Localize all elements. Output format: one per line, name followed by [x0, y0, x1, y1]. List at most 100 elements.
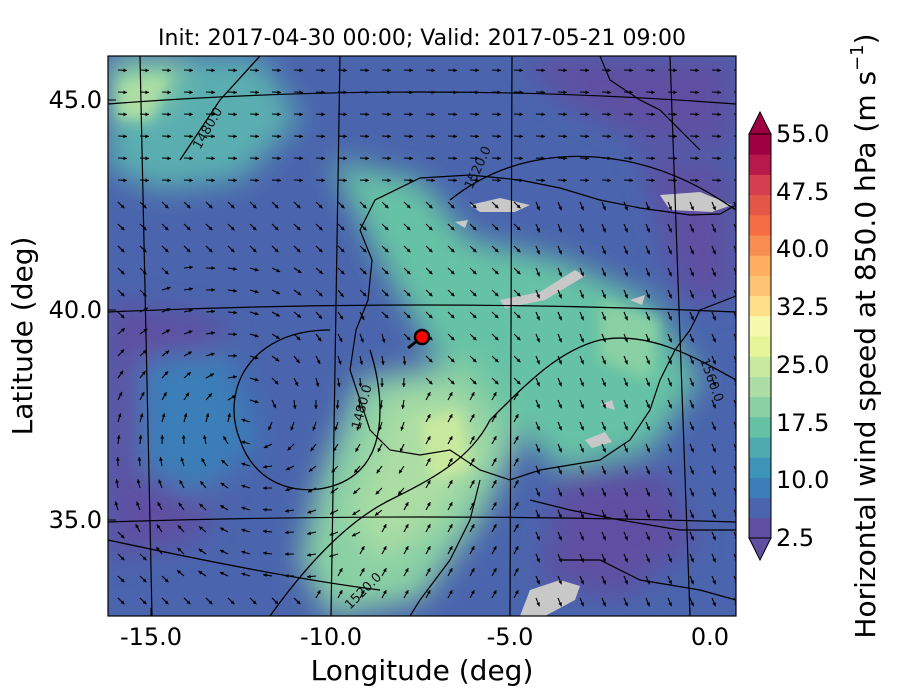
wind-vector-head [448, 458, 453, 463]
wind-vector-head [220, 482, 225, 487]
colorbar-tick-label: 47.5 [776, 178, 829, 206]
wind-vector-head [712, 492, 716, 497]
wind-vector-head [673, 90, 677, 95]
wind-vector-head [558, 514, 562, 519]
wind-vector-head [143, 328, 148, 333]
wind-vector-head [431, 68, 435, 73]
wind-vector-head [541, 178, 545, 183]
wind-vector-head [426, 590, 431, 595]
wind-vector-head [365, 112, 369, 117]
wind-vector-head [428, 314, 433, 319]
wind-vector-head [321, 178, 325, 183]
y-tick-label: 45.0 [49, 86, 102, 114]
wind-vector-head [178, 502, 183, 507]
wind-vector-head [624, 602, 628, 607]
wind-vector-head [186, 248, 191, 253]
wind-vector-head [384, 226, 389, 231]
wind-vector-head [519, 134, 523, 139]
wind-vector-head [241, 528, 246, 533]
wind-vector-head [136, 479, 141, 484]
wind-vector-head [646, 272, 650, 277]
wind-vector-head [695, 68, 699, 73]
wind-vector-head [177, 570, 182, 574]
wind-vector-head [376, 469, 381, 474]
wind-vector-head [497, 68, 501, 73]
wind-vector-head [712, 316, 716, 321]
wind-vector-head [263, 444, 268, 449]
wind-vector-head [668, 536, 672, 541]
colorbar-tick-label: 55.0 [776, 120, 829, 148]
wind-vector-head [668, 558, 672, 563]
wind-vector-head [201, 458, 206, 463]
wind-vector-head [690, 558, 694, 563]
wind-vector-head [362, 248, 367, 253]
wind-vector-head [607, 178, 611, 183]
wind-vector-head [334, 426, 339, 431]
wind-vector-head [382, 546, 387, 551]
wind-vector-head [431, 134, 435, 139]
wind-vector-head [475, 90, 479, 95]
colorbar-band [749, 396, 771, 418]
wind-vector-head [629, 178, 633, 183]
wind-vector-head [602, 206, 606, 211]
wind-vector-head [179, 480, 184, 485]
wind-vector-head [296, 204, 301, 209]
wind-vector-head [398, 469, 403, 474]
wind-vector-head [123, 90, 127, 95]
wind-vector-head [329, 532, 334, 536]
wind-vector-head [252, 226, 257, 231]
wind-vector-head [317, 337, 322, 342]
wind-vector-head [450, 336, 455, 341]
wind-vector-head [406, 292, 411, 297]
wind-vector-head [241, 506, 246, 511]
wind-vector-head [274, 226, 279, 231]
wind-vector-head [268, 426, 272, 431]
wind-vector-head [668, 426, 672, 431]
wind-vector-head [558, 206, 562, 211]
wind-vector-head [354, 468, 358, 473]
wind-vector-head [114, 501, 119, 506]
wind-vector-head [624, 580, 628, 585]
wind-vector-head [514, 414, 519, 419]
wind-vector-head [712, 294, 716, 299]
wind-vector-head [220, 527, 225, 532]
wind-vector-head [355, 447, 359, 452]
wind-vector-head [450, 226, 455, 231]
wind-vector-head [287, 446, 292, 451]
wind-vector-head [165, 329, 170, 334]
wind-vector-head [558, 250, 562, 255]
colorbar-band [749, 235, 771, 256]
wind-vector-head [516, 336, 521, 341]
wind-vector-head [142, 292, 147, 297]
wind-vector-head [453, 178, 457, 183]
wind-vector-head [516, 314, 521, 319]
wind-vector-head [475, 178, 479, 183]
wind-vector-head [164, 600, 169, 605]
wind-vector-head [230, 248, 235, 253]
wind-vector-head [470, 458, 475, 463]
colorbar-band [749, 315, 771, 337]
wind-vector-head [406, 226, 411, 231]
wind-vector-head [580, 492, 584, 497]
wind-vector-head [379, 405, 384, 409]
wind-vector-head [409, 156, 413, 161]
wind-vector-head [428, 248, 433, 253]
wind-vector-head [223, 436, 227, 441]
wind-vector-head [375, 490, 380, 495]
wind-vector-head [431, 112, 435, 117]
wind-vector-head [336, 383, 341, 387]
wind-vector-head [426, 568, 431, 573]
wind-vector-head [519, 90, 523, 95]
wind-vector-head [563, 90, 567, 95]
wind-vector-head [541, 156, 545, 161]
wind-vector-head [399, 448, 404, 453]
wind-vector-head [492, 568, 497, 573]
wind-vector-head [673, 68, 677, 73]
wind-vector-head [536, 250, 540, 255]
wind-vector-head [296, 226, 301, 231]
wind-vector-head [164, 371, 169, 376]
wind-vector-head [712, 206, 716, 211]
wind-vector-head [629, 112, 633, 117]
wind-vector-head [646, 250, 650, 255]
wind-vector-head [166, 286, 171, 291]
